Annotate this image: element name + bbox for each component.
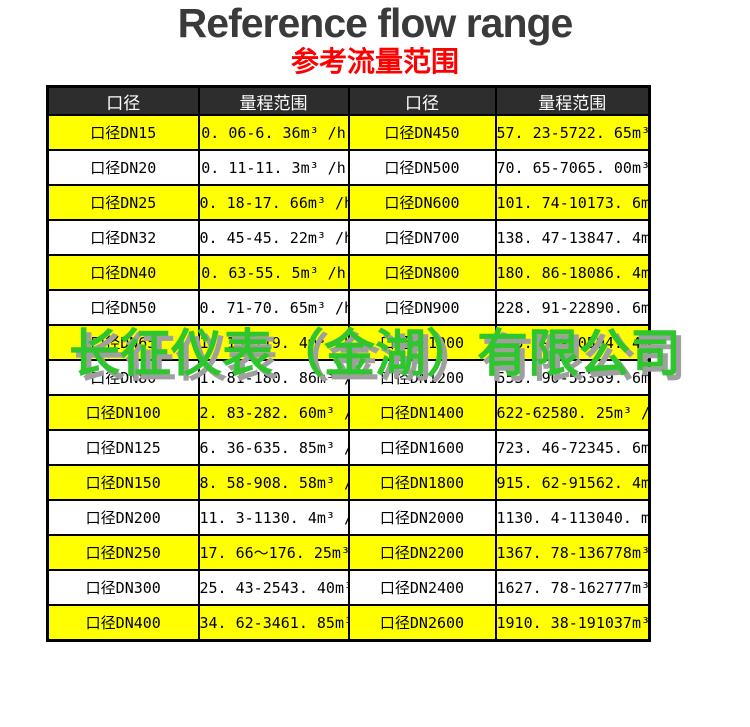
diameter-cell-right: 口径DN1600 [347,429,497,467]
diameter-cell-left: 口径DN125 [46,429,200,467]
range-cell-left: 34. 62-3461. 85m³ /h [197,604,350,642]
diameter-cell-right: 口径DN2400 [347,569,497,607]
range-cell-left: 8. 58-908. 58m³ /h [197,464,350,502]
range-cell-right: 101. 74-10173. 6m³ /h [494,184,651,222]
header-range-right: 量程范围 [494,85,651,117]
range-cell-right: 180. 86-18086. 4m³ /h [494,254,651,292]
diameter-cell-left: 口径DN20 [46,149,200,187]
diameter-cell-left: 口径DN32 [46,219,200,257]
table-row: 口径DN20 0. 11-11. 3m³ /h 口径DN500 70. 65-7065… [46,149,651,187]
diameter-cell-left: 口径DN25 [46,184,200,222]
diameter-cell-right: 口径DN500 [347,149,497,187]
range-cell-right: 57. 23-5722. 65m³ /h [494,114,651,152]
range-cell-left: 0. 18-17. 66m³ /h [197,184,350,222]
table-row: 口径DN32 0. 45-45. 22m³ /h 口径DN700 138. 47-13… [46,219,651,257]
header-range-left: 量程范围 [197,85,350,117]
diameter-cell-right: 口径DN2200 [347,534,497,572]
range-cell-left: 1. 81-180. 86m³ /h [197,359,350,397]
diameter-cell-right: 口径DN1400 [347,394,497,432]
range-cell-left: 1. 19-119. 4m³ /h [197,324,350,362]
table-row: 口径DN25 0. 18-17. 66m³ /h 口径DN600 101. 74-10… [46,184,651,222]
range-cell-right: 553. 90-55389. 6m³ /h [494,359,651,397]
table-header-row: 口径 量程范围 口径 量程范围 [46,85,651,117]
diameter-cell-right: 口径DN1200 [347,359,497,397]
diameter-cell-left: 口径DN65 [46,324,200,362]
diameter-cell-right: 口径DN2000 [347,499,497,537]
header-diameter-right: 口径 [347,85,497,117]
diameter-cell-left: 口径DN400 [46,604,200,642]
flow-range-table: 口径 量程范围 口径 量程范围 口径DN15 0. 06-6. 36m³ /h 口径… [46,84,651,642]
range-cell-left: 0. 71-70. 65m³ /h [197,289,350,327]
diameter-cell-right: 口径DN450 [347,114,497,152]
diameter-cell-right: 口径DN1800 [347,464,497,502]
diameter-cell-left: 口径DN300 [46,569,200,607]
range-cell-right: 228. 91-22890. 6m³ /h [494,289,651,327]
table-row: 口径DN80 1. 81-180. 86m³ /h 口径DN1200 553. 90-… [46,359,651,397]
range-cell-left: 0. 45-45. 22m³ /h [197,219,350,257]
range-cell-left: 11. 3-1130. 4m³ /h [197,499,350,537]
range-cell-left: 0. 06-6. 36m³ /h [197,114,350,152]
header-diameter-left: 口径 [46,85,200,117]
page-title: Reference flow range [177,0,574,46]
range-cell-left: 2. 83-282. 60m³ /h [197,394,350,432]
diameter-cell-left: 口径DN150 [46,464,200,502]
table-row: 口径DN200 11. 3-1130. 4m³ /h 口径DN2000 1130. 4… [46,499,651,537]
table-row: 口径DN40 0. 63-55. 5m³ /h 口径DN800 180. 86-180… [46,254,651,292]
range-cell-right: 70. 65-7065. 00m³ /h [494,149,651,187]
range-cell-left: 6. 36-635. 85m³ /h [197,429,350,467]
diameter-cell-right: 口径DN700 [347,219,497,257]
table-row: 口径DN150 8. 58-908. 58m³ /h 口径DN1800 915. 62… [46,464,651,502]
diameter-cell-right: 口径DN900 [347,289,497,327]
diameter-cell-left: 口径DN50 [46,289,200,327]
diameter-cell-right: 口径DN600 [347,184,497,222]
diameter-cell-left: 口径DN100 [46,394,200,432]
diameter-cell-left: 口径DN200 [46,499,200,537]
range-cell-right: 723. 46-72345. 6m³ /h [494,429,651,467]
range-cell-right: 1627. 78-162777m³ /h [494,569,651,607]
table-row: 口径DN125 6. 36-635. 85m³ /h 口径DN1600 723. 46… [46,429,651,467]
diameter-cell-left: 口径DN15 [46,114,200,152]
range-cell-right: 622-62580. 25m³ /h [494,394,651,432]
range-cell-right: 1367. 78-136778m³ /h [494,534,651,572]
range-cell-right: 915. 62-91562. 4m³ /h [494,464,651,502]
table-row: 口径DN15 0. 06-6. 36m³ /h 口径DN450 57. 23-5722… [46,114,651,152]
range-cell-left: 0. 63-55. 5m³ /h [197,254,350,292]
table-row: 口径DN50 0. 71-70. 65m³ /h 口径DN900 228. 91-22… [46,289,651,327]
diameter-cell-right: 口径DN2600 [347,604,497,642]
range-cell-right: 405. 94-40594. 4m³ /h [494,324,651,362]
range-cell-right: 1910. 38-191037m³ /h [494,604,651,642]
range-cell-left: 0. 11-11. 3m³ /h [197,149,350,187]
table-row: 口径DN65 1. 19-119. 4m³ /h 口径DN1000 405. 94-4… [46,324,651,362]
range-cell-right: 1130. 4-113040. m³ /h [494,499,651,537]
range-cell-left: 25. 43-2543. 40m³ /h [197,569,350,607]
diameter-cell-right: 口径DN1000 [347,324,497,362]
diameter-cell-left: 口径DN40 [46,254,200,292]
range-cell-right: 138. 47-13847. 4m³ /h [494,219,651,257]
diameter-cell-left: 口径DN80 [46,359,200,397]
page-subtitle: 参考流量范围 [290,46,459,78]
diameter-cell-right: 口径DN800 [347,254,497,292]
diameter-cell-left: 口径DN250 [46,534,200,572]
range-cell-left: 17. 66～176. 25m³ /h [197,534,350,572]
table-row: 口径DN100 2. 83-282. 60m³ /h 口径DN1400 622-625… [46,394,651,432]
